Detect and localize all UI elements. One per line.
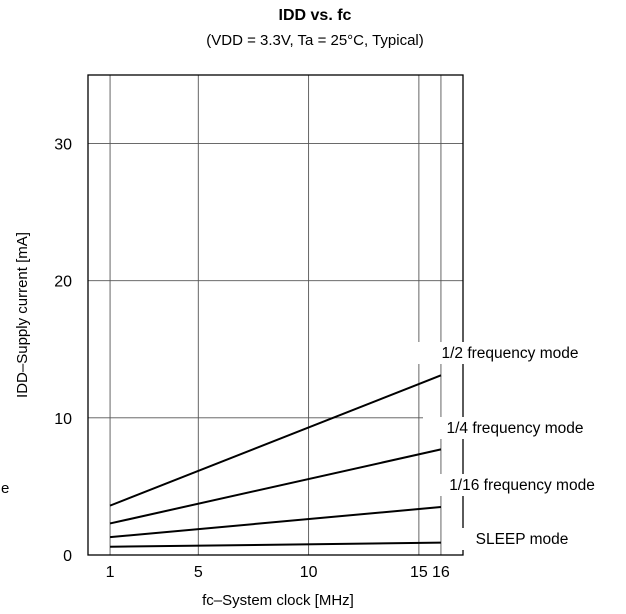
x-tick-label: 16 [432,564,450,581]
series-label: 1/16 frequency mode [449,477,595,494]
series-label-bg [423,417,607,439]
x-tick-label: 15 [410,564,428,581]
series-labels: 1/2 frequency mode 1/4 frequency mode 1/16… [418,342,614,550]
x-tick-label: 10 [300,564,318,581]
plot-frame [87,74,464,556]
grid [88,75,463,555]
series-line [110,541,441,548]
y-tick-label: 10 [54,411,72,428]
series-line [109,448,442,525]
series-label: SLEEP mode [476,531,569,548]
y-tick-label: 20 [54,274,72,291]
chart-subtitle: (VDD = 3.3V, Ta = 25°C, Typical) [206,32,424,49]
series-label-bg [460,528,584,550]
series-label-bg [430,474,614,496]
y-axis-label: IDD–Supply current [mA] [14,232,31,398]
series-line [109,374,442,507]
y-tick-label: 30 [54,137,72,154]
series-label: 1/2 frequency mode [441,345,578,362]
series-lines [109,374,442,548]
y-tick-label: 0 [63,548,72,565]
series-line [109,506,442,539]
x-tick-label: 1 [106,564,115,581]
series-label-bg [418,342,602,364]
series-label: 1/4 frequency mode [446,420,583,437]
x-axis-label: fc–System clock [MHz] [202,592,354,609]
chart-title: IDD vs. fc [279,7,352,24]
stray-label: e [1,480,9,497]
x-tick-label: 5 [194,564,203,581]
